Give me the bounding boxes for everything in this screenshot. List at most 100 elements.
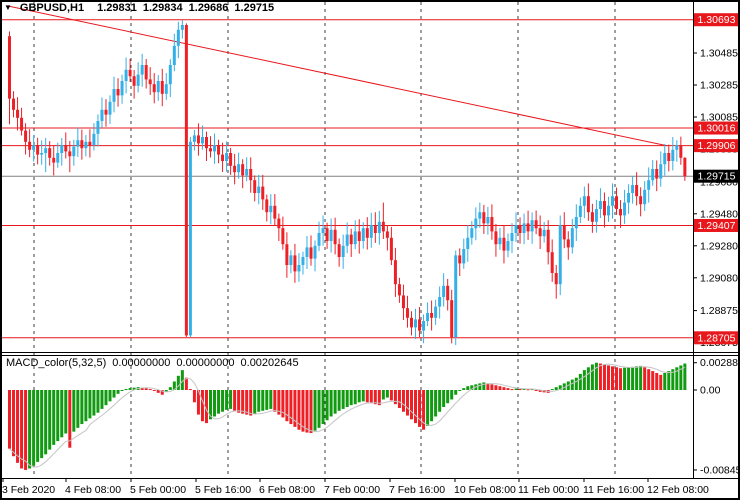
candle-body-up: [60, 145, 64, 153]
macd-bar: [120, 390, 124, 391]
macd-bar: [104, 390, 108, 406]
candle-body-down: [48, 148, 52, 158]
macd-bar: [176, 375, 180, 390]
candle-body-up: [422, 321, 426, 331]
macd-bar: [590, 364, 594, 390]
macd-bar: [44, 390, 48, 455]
candle-body-up: [510, 233, 514, 241]
macd-bar: [188, 389, 192, 391]
macd-bar: [237, 390, 241, 413]
candle-body-up: [180, 25, 184, 30]
candle-body-down: [562, 225, 566, 240]
macd-bar: [313, 390, 317, 431]
candle-body-up: [164, 84, 168, 94]
macd-signal-line: [9, 363, 686, 468]
macd-bar: [478, 383, 482, 390]
candle-body-up: [345, 234, 349, 246]
candle-body-up: [156, 81, 160, 93]
macd-bar: [92, 390, 96, 416]
candle-body-down: [277, 218, 281, 229]
macd-bar: [345, 390, 349, 408]
macd-bar: [241, 390, 245, 414]
time-tick-label: 11 Feb 00:00: [518, 484, 579, 496]
macd-bar: [393, 390, 397, 405]
candle-body-down: [36, 145, 40, 155]
macd-bar: [337, 390, 341, 411]
candle-body-down: [8, 36, 11, 99]
macd-bar: [381, 390, 385, 400]
candle-body-down: [309, 247, 313, 259]
macd-bar: [273, 390, 277, 412]
macd-bar: [144, 388, 148, 390]
time-tick-label: 10 Feb 08:00: [454, 484, 516, 496]
candle-body-up: [72, 146, 76, 157]
chart-dropdown-icon[interactable]: ▼: [4, 3, 12, 12]
macd-bar: [28, 390, 32, 469]
ohlc-close: 1.29715: [234, 2, 275, 14]
macd-bar: [229, 390, 233, 409]
candle-body-down: [217, 145, 221, 155]
macd-bar: [164, 390, 168, 392]
macd-bar: [598, 363, 602, 390]
macd-bar: [430, 390, 434, 422]
macd-bar: [389, 390, 393, 401]
macd-bar: [627, 367, 631, 390]
candle-body-up: [84, 141, 88, 149]
candle-body-up: [124, 69, 128, 81]
price-badge: [694, 169, 739, 183]
macd-bar: [510, 389, 514, 391]
candle-body-down: [28, 141, 32, 150]
candle-body-down: [293, 255, 297, 272]
time-tick-label: 6 Feb 08:00: [259, 484, 315, 496]
candle-body-up: [647, 180, 651, 190]
macd-bar: [325, 390, 329, 421]
macd-bar: [148, 389, 152, 391]
macd-bar: [361, 390, 365, 402]
candle-body-down: [458, 255, 462, 264]
macd-bar: [124, 389, 128, 391]
candle-body-down: [401, 295, 405, 309]
candle-body-up: [598, 201, 602, 209]
macd-bar: [401, 390, 405, 412]
price-badge-label: 1.30693: [698, 14, 736, 26]
candle-body-down: [635, 185, 639, 197]
macd-bar: [209, 390, 212, 420]
macd-bar: [32, 390, 36, 466]
candle-body-up: [140, 65, 144, 75]
candle-body-up: [200, 137, 204, 144]
trendline[interactable]: [7, 5, 668, 147]
macd-bar: [184, 377, 188, 390]
candle-body-up: [631, 185, 635, 193]
macd-bar: [277, 390, 281, 415]
price-badge-label: 1.29715: [698, 171, 736, 183]
candle-body-up: [438, 297, 442, 307]
candle-body-down: [349, 234, 353, 245]
macd-bar: [245, 390, 249, 415]
candle-body-up: [442, 285, 446, 297]
price-badge-label: 1.29407: [698, 220, 736, 232]
candle-body-down: [393, 260, 397, 285]
candle-body-down: [221, 154, 225, 161]
candle-body-down: [405, 308, 409, 318]
candle-body-down: [381, 221, 385, 232]
macd-bar: [12, 390, 16, 457]
macd-bar: [373, 390, 377, 405]
time-tick-label: 5 Feb 00:00: [130, 484, 186, 496]
macd-bar: [172, 381, 176, 390]
candle-body-down: [373, 225, 377, 233]
candle-body-up: [313, 245, 317, 259]
macd-bar: [582, 370, 586, 390]
ohlc-open: 1.29831: [97, 2, 137, 14]
macd-bar: [24, 390, 28, 470]
macd-bar: [200, 390, 204, 422]
candle-body-down: [357, 231, 361, 241]
macd-tick-label: 0.00: [700, 385, 721, 397]
candle-body-up: [663, 153, 667, 165]
candle-body-up: [530, 220, 534, 232]
candle-body-up: [377, 221, 381, 233]
candle-body-down: [430, 313, 434, 318]
macd-bar: [156, 390, 160, 393]
price-tick-label: 1.28875: [700, 305, 738, 317]
candle-body-up: [606, 205, 610, 216]
